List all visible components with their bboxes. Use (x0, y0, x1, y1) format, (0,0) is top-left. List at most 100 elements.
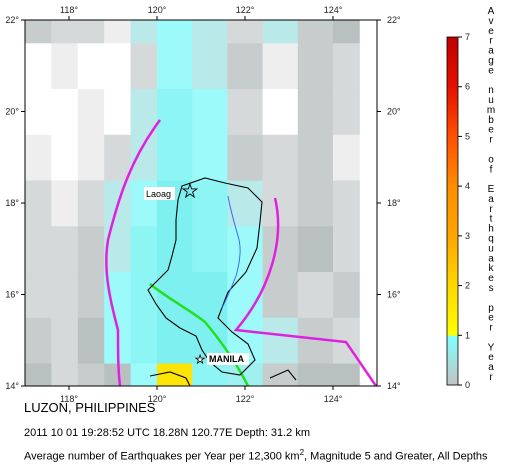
legend-band (447, 37, 458, 88)
map-axes: 118° 118° 120° 120° 122° 122° 124° 124° 14° 14° 16… (5, 5, 401, 404)
grid-cell (104, 42, 131, 90)
grid-cell (77, 225, 105, 273)
seismicity-grid (25, 20, 360, 386)
legend-title-letter: f (490, 164, 493, 175)
mindoro-coastline (149, 371, 191, 386)
legend-title-letter: a (488, 362, 494, 373)
lat-label-left: 16° (5, 290, 19, 300)
grid-cell (333, 271, 360, 318)
legend-tick-label: 2 (465, 281, 470, 291)
laoag-label-bg (144, 187, 175, 200)
legend-tick-label: 0 (465, 380, 470, 390)
grid-cell (77, 180, 105, 227)
lon-label-bottom: 118° (60, 394, 78, 404)
lon-label-bottom: 120° (148, 394, 167, 404)
map-description: Average number of Earthquakes per Year p… (24, 448, 488, 463)
trench-west-luzon (105, 119, 162, 386)
legend-title-letter: r (489, 323, 493, 334)
legend-title-letter: o (488, 154, 494, 165)
epicenter-star: ★ (182, 181, 198, 201)
grid-cell (104, 20, 131, 44)
legend-frame (446, 36, 459, 386)
legend-band (447, 285, 458, 336)
lat-label-right: 16° (387, 290, 401, 300)
area-unit-superscript: 2 (299, 448, 305, 457)
grid-cell (227, 42, 263, 90)
luzon-coastline (147, 177, 263, 376)
grid-cell (297, 225, 334, 273)
legend-ticks: 0 1 2 3 4 5 6 7 (458, 32, 470, 390)
grid-cell (262, 180, 299, 227)
lat-label-left: 22° (5, 15, 19, 25)
lat-label-right: 20° (387, 107, 401, 117)
legend-title-letter: v (489, 16, 494, 27)
lon-label-bottom: 124° (324, 394, 343, 404)
grid-cell (333, 20, 360, 44)
grid-cell (77, 271, 105, 318)
lon-label-top: 122° (236, 5, 255, 15)
grid-cell (104, 225, 131, 273)
grid-cell (192, 180, 228, 227)
grid-cell (297, 20, 334, 44)
grid-cell (77, 317, 105, 364)
lat-label-right: 14° (387, 381, 401, 391)
grid-cell (192, 225, 228, 273)
grid-cell (333, 180, 360, 227)
grid-cell (157, 317, 193, 364)
legend-tick-label: 1 (465, 330, 470, 340)
grid-cell (51, 363, 79, 386)
legend-title-letter: n (488, 85, 494, 96)
legend-title-letter: a (488, 253, 494, 264)
grid-cell (104, 134, 131, 181)
legend-title-letter: e (488, 65, 494, 76)
grid-cell (25, 134, 52, 181)
legend-title-letter: r (489, 36, 493, 47)
grid-cell (130, 20, 158, 44)
grid-cell (262, 317, 299, 364)
event-details: 2011 10 01 19:28:52 UTC 18.28N 120.77E D… (24, 427, 310, 439)
legend-title-letter: m (487, 105, 495, 116)
legend-title-letter: k (489, 263, 495, 274)
grid-cell (297, 363, 334, 386)
grid-cell (130, 271, 158, 318)
grid-cell (25, 271, 52, 318)
legend-title-letter: s (489, 283, 494, 294)
grid-cell (51, 42, 79, 90)
grid-cell (227, 271, 263, 318)
grid-cell (297, 134, 334, 181)
grid-cell (77, 363, 105, 386)
grid-cell (262, 363, 299, 386)
legend-title-letter: r (489, 204, 493, 215)
grid-cell (262, 134, 299, 181)
grid-cell (297, 42, 334, 90)
trench-east-luzon (233, 197, 377, 386)
legend-title-letter: a (488, 46, 494, 57)
grid-cell (297, 271, 334, 318)
grid-cell (192, 42, 228, 90)
grid-cell (104, 363, 131, 386)
lat-label-left: 20° (5, 107, 19, 117)
manila-star-icon: ★ (195, 354, 205, 366)
region-title: LUZON, PHILIPPINES (24, 400, 156, 415)
grid-cell (297, 88, 334, 135)
grid-cell (192, 271, 228, 318)
catanduanes-coastline (269, 369, 297, 381)
grid-cell (25, 20, 52, 44)
grid-cell (157, 42, 193, 90)
laoag-label: Laoag (146, 189, 171, 199)
legend-title-letter: p (488, 303, 494, 314)
grid-cell (104, 88, 131, 135)
grid-cell (130, 88, 158, 135)
grid-cell (262, 20, 299, 44)
grid-cell (51, 88, 79, 135)
grid-cell (157, 225, 193, 273)
legend-title-letter: r (489, 372, 493, 383)
lat-label-right: 18° (387, 198, 401, 208)
grid-cell (77, 20, 105, 44)
legend-tick-label: 3 (465, 231, 470, 241)
grid-cell (227, 20, 263, 44)
legend-tick-label: 5 (465, 131, 470, 141)
grid-cell (130, 134, 158, 181)
